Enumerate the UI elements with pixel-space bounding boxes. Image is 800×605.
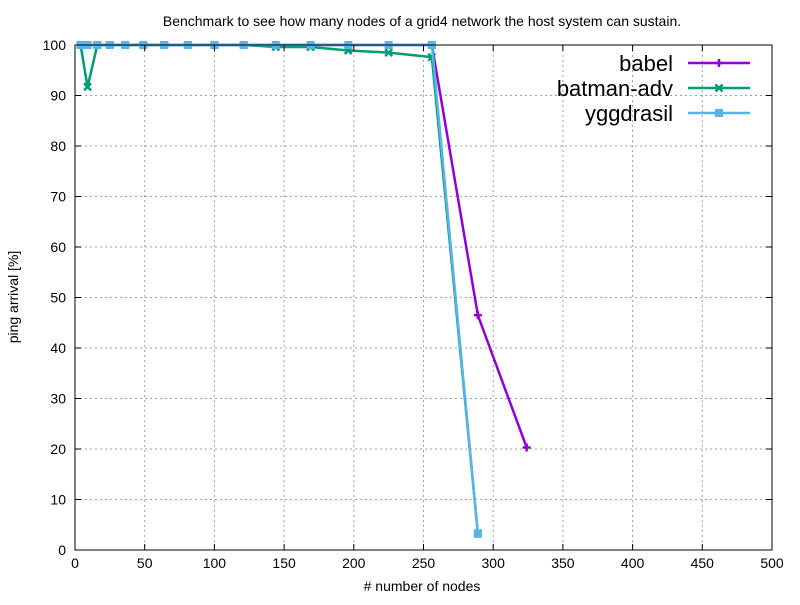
legend-marker — [714, 83, 724, 93]
series-line-yggdrasil — [80, 43, 480, 534]
y-tick-label: 100 — [43, 37, 67, 53]
series-line-babel — [80, 43, 528, 448]
y-tick-label: 90 — [50, 88, 66, 104]
data-point-babel — [522, 443, 531, 452]
x-tick-label: 100 — [203, 555, 227, 571]
data-point-batman-adv — [384, 48, 394, 57]
x-tick-label: 450 — [691, 555, 715, 571]
x-tick-label: 0 — [71, 555, 79, 571]
y-tick-label: 40 — [50, 340, 66, 356]
legend-label: babel — [619, 51, 673, 76]
chart-title: Benchmark to see how many nodes of a gri… — [163, 13, 681, 29]
legend-label: batman-adv — [557, 76, 673, 101]
series-yggdrasil — [76, 41, 482, 538]
series-batman-adv — [76, 40, 483, 538]
y-tick-label: 20 — [50, 441, 66, 457]
y-tick-label: 0 — [58, 542, 66, 558]
data-point-batman-adv — [83, 82, 92, 92]
legend-item-yggdrasil: yggdrasil — [585, 101, 750, 126]
y-tick-label: 80 — [50, 138, 66, 154]
legend-item-babel: babel — [619, 51, 750, 76]
y-axis-label: ping arrival [%] — [5, 251, 21, 344]
x-tick-label: 300 — [482, 555, 506, 571]
x-tick-label: 200 — [342, 555, 366, 571]
legend-label: yggdrasil — [585, 101, 673, 126]
x-tick-label: 150 — [272, 555, 296, 571]
x-tick-label: 50 — [137, 555, 153, 571]
data-point-yggdrasil — [473, 529, 482, 538]
tick-marks — [74, 44, 773, 551]
y-tick-labels: 0 10 20 30 40 50 60 70 80 90 100 — [43, 37, 67, 558]
legend-marker — [715, 59, 723, 67]
y-tick-label: 50 — [50, 290, 66, 306]
x-tick-label: 350 — [551, 555, 575, 571]
y-tick-label: 70 — [50, 189, 66, 205]
y-tick-label: 30 — [50, 391, 66, 407]
legend-item-batman-adv: batman-adv — [557, 76, 750, 101]
grid-lines — [75, 45, 772, 550]
x-tick-label: 400 — [621, 555, 645, 571]
x-tick-labels: 0 50 100 150 200 250 300 350 400 450 500 — [71, 555, 784, 571]
data-point-babel — [473, 311, 482, 320]
x-tick-label: 250 — [412, 555, 436, 571]
legend-marker — [715, 109, 723, 117]
x-axis-label: # number of nodes — [364, 578, 481, 594]
x-tick-label: 500 — [760, 555, 784, 571]
y-tick-label: 10 — [50, 492, 66, 508]
y-tick-label: 60 — [50, 239, 66, 255]
series-line-batman-adv — [79, 43, 480, 534]
